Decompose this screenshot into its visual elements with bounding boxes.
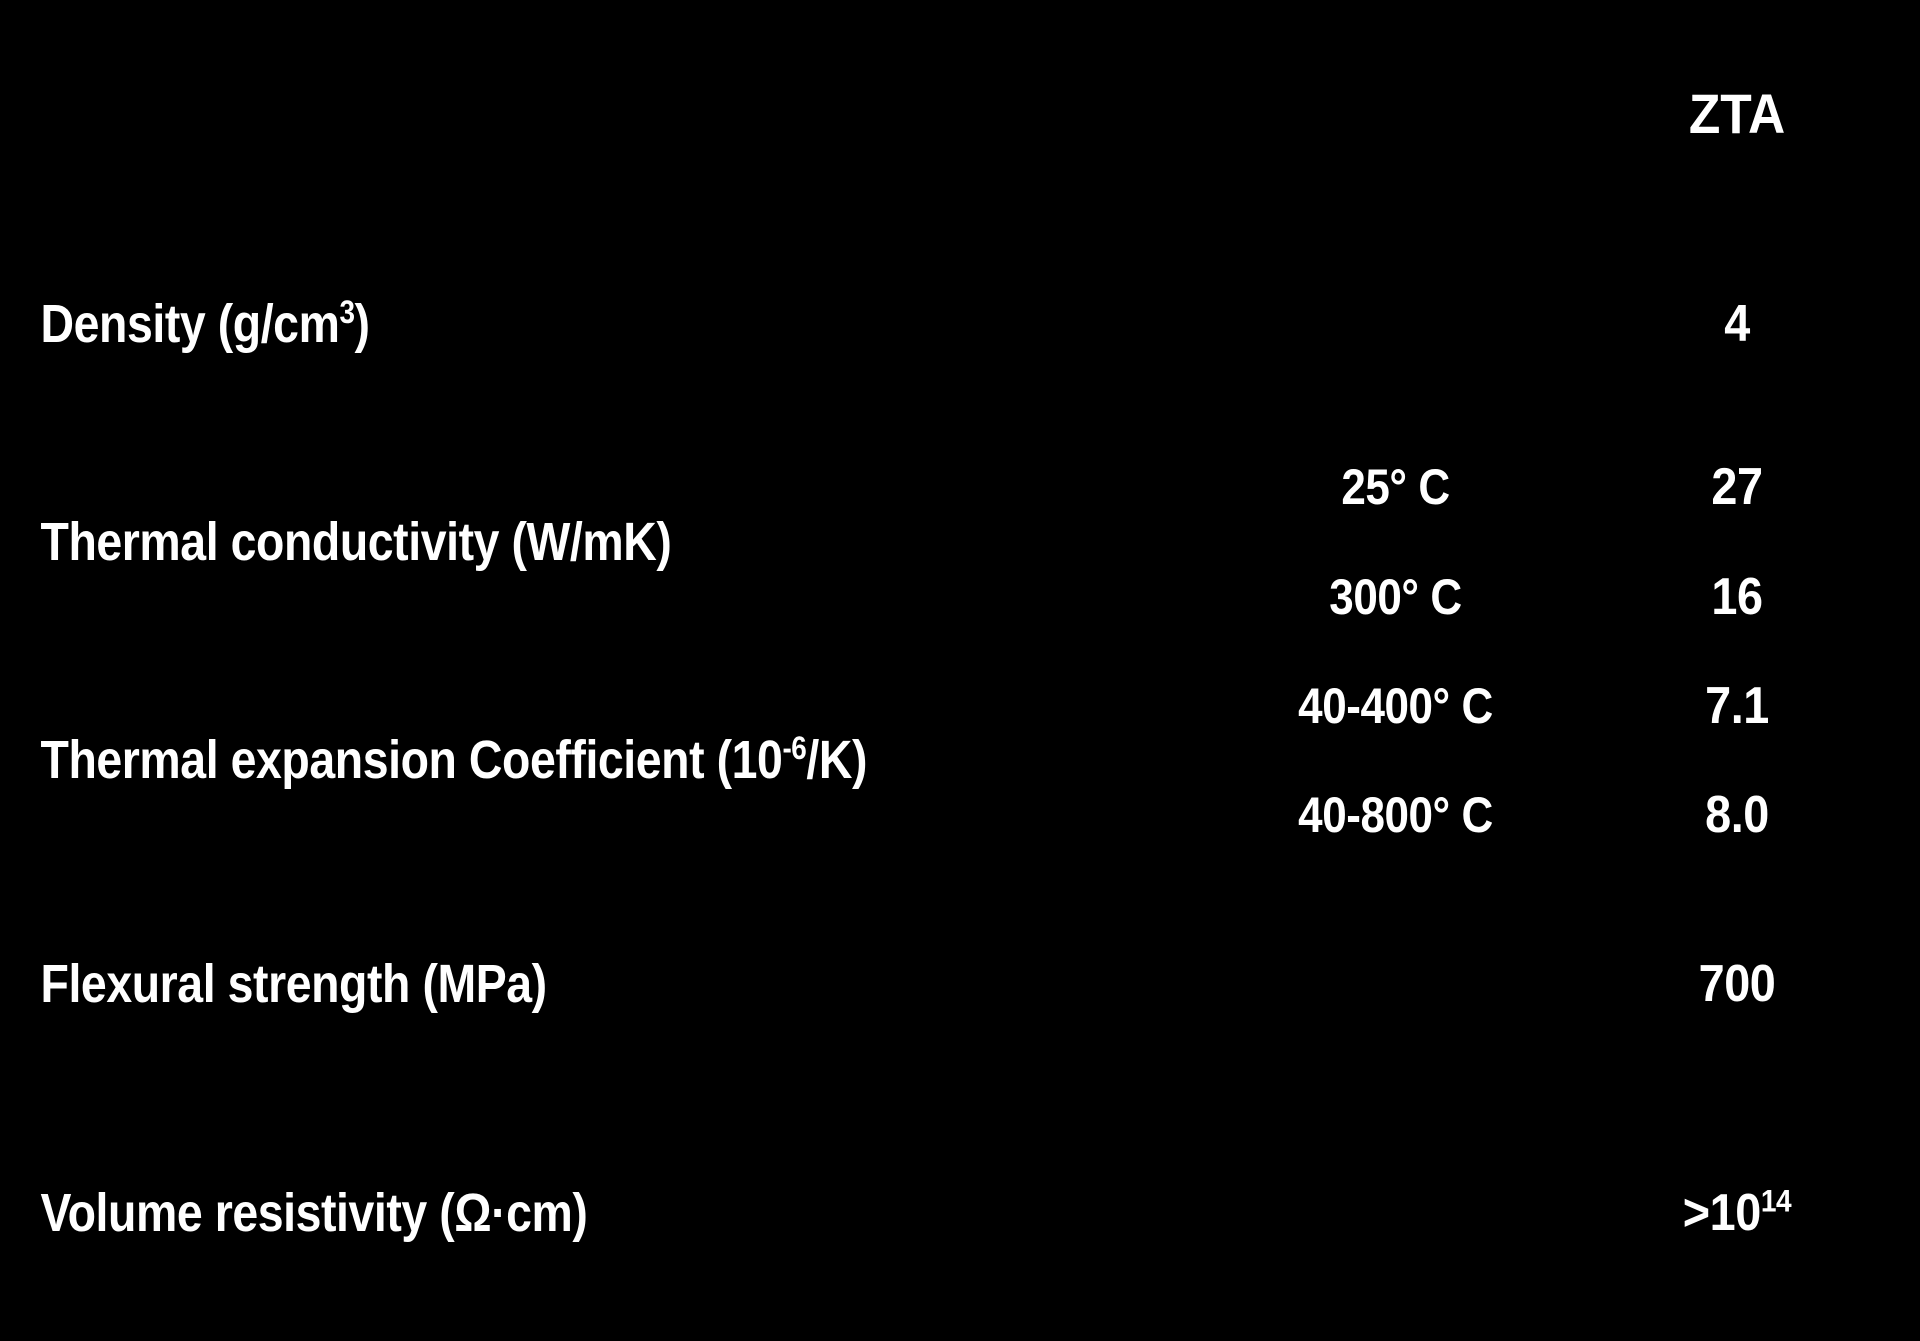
density-label-tail: ): [354, 293, 370, 354]
table-row-flexural-strength: Flexural strength (MPa) 700: [13, 869, 1906, 1099]
thermal-conductivity-value-25c: 27: [1711, 458, 1763, 517]
thermal-expansion-label-superscript: -6: [782, 730, 807, 767]
density-property-label: Density (g/cm3): [13, 293, 1350, 354]
density-label-main: Density (g/cm: [40, 293, 340, 354]
thermal-expansion-condition-cell-40-400c: 40-400° C: [1223, 651, 1568, 761]
table-row-volume-resistivity: Volume resistivity (Ω·cm) >1014: [13, 1098, 1906, 1328]
thermal-conductivity-value-300c: 16: [1711, 567, 1763, 626]
table-row-thermal-conductivity-300c: 300° C 16: [13, 542, 1906, 652]
density-label-superscript: 3: [339, 293, 355, 330]
volume-resistivity-value-cell: >1014: [1568, 1098, 1906, 1328]
flexural-strength-property-label: Flexural strength (MPa): [40, 953, 548, 1014]
volume-resistivity-value: >1014: [1585, 1186, 1889, 1241]
table-row-thermal-expansion-40-800c: 40-800° C 8.0: [13, 760, 1906, 870]
thermal-conductivity-value-cell-25c: 27: [1568, 433, 1906, 543]
table-row-thermal-conductivity-25c: Thermal conductivity (W/mK) 25° C 27: [13, 433, 1906, 652]
volume-resistivity-property-cell: Volume resistivity (Ω·cm): [13, 1098, 1568, 1328]
density-value-cell: 4: [1568, 214, 1906, 434]
thermal-expansion-property-label: Thermal expansion Coefficient (10-6/K): [13, 732, 1054, 789]
volume-resistivity-property-label: Volume resistivity (Ω·cm): [40, 1183, 588, 1244]
thermal-conductivity-condition-25c: 25° C: [1341, 459, 1450, 516]
volume-resistivity-value-main: >10: [1682, 1184, 1761, 1243]
table-row-thermal-expansion-40-400c: Thermal expansion Coefficient (10-6/K) 4…: [13, 651, 1906, 870]
header-zta-label: ZTA: [1688, 81, 1786, 145]
thermal-expansion-condition-cell-40-800c: 40-800° C: [1223, 760, 1568, 870]
header-value-cell-zta: ZTA: [1568, 13, 1906, 215]
thermal-expansion-label-tail: /K): [806, 730, 867, 791]
thermal-conductivity-property-cell: Thermal conductivity (W/mK): [13, 433, 1223, 652]
flexural-strength-property-cell: Flexural strength (MPa): [13, 869, 1568, 1099]
thermal-expansion-value-cell-40-400c: 7.1: [1568, 651, 1906, 761]
thermal-conductivity-property-label: Thermal conductivity (W/mK): [40, 511, 672, 572]
thermal-conductivity-condition-cell-300c: 300° C: [1223, 542, 1568, 652]
thermal-conductivity-condition-300c: 300° C: [1329, 568, 1462, 625]
table-row-density: Density (g/cm3) 4: [13, 214, 1906, 434]
thermal-conductivity-condition-cell-25c: 25° C: [1223, 433, 1568, 543]
table-header-row: ZTA: [13, 13, 1906, 215]
flexural-strength-value-cell: 700: [1568, 869, 1906, 1099]
thermal-expansion-value-cell-40-800c: 8.0: [1568, 760, 1906, 870]
thermal-conductivity-value-cell-300c: 16: [1568, 542, 1906, 652]
header-property-cell: [13, 13, 1568, 215]
volume-resistivity-value-superscript: 14: [1760, 1183, 1792, 1219]
flexural-strength-value: 700: [1698, 954, 1776, 1013]
material-properties-table: ZTA Density (g/cm3) 4 Thermal conductivi…: [13, 13, 1906, 1328]
thermal-expansion-value-40-400c: 7.1: [1705, 676, 1769, 735]
density-value: 4: [1724, 294, 1750, 353]
thermal-expansion-condition-40-400c: 40-400° C: [1298, 677, 1493, 734]
thermal-expansion-condition-40-800c: 40-800° C: [1298, 786, 1493, 843]
thermal-expansion-label-main: Thermal expansion Coefficient (10: [40, 730, 783, 791]
density-property-cell: Density (g/cm3): [13, 214, 1568, 434]
thermal-expansion-property-cell: Thermal expansion Coefficient (10-6/K): [13, 651, 1223, 870]
thermal-expansion-value-40-800c: 8.0: [1705, 785, 1769, 844]
